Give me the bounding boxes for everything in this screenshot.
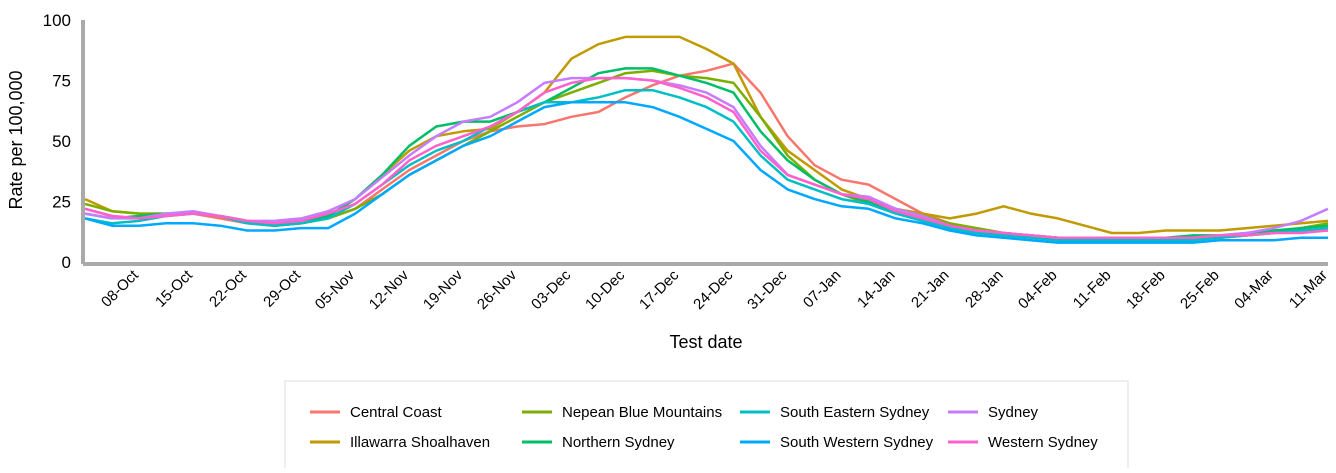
y-tick-label: 50 — [52, 132, 71, 151]
x-tick-label: 05-Nov — [312, 266, 359, 313]
legend-label: Sydney — [988, 404, 1039, 421]
series-line — [84, 69, 1329, 240]
y-axis-title: Rate per 100,000 — [6, 70, 26, 209]
x-tick-label: 21-Jan — [908, 267, 952, 311]
legend-label: South Western Sydney — [780, 434, 934, 451]
x-tick-label: 14-Jan — [854, 267, 898, 311]
x-tick-label: 19-Nov — [420, 266, 467, 313]
legend-label: Western Sydney — [988, 434, 1098, 451]
x-tick-label: 28-Jan — [962, 267, 1006, 311]
legend-box — [284, 380, 1129, 472]
series-line — [84, 101, 1328, 244]
x-tick-label: 17-Dec — [636, 266, 683, 313]
y-tick-label: 100 — [43, 11, 71, 30]
y-tick-label: 0 — [62, 253, 71, 272]
x-tick-label: 11-Mar — [1286, 267, 1331, 312]
x-tick-label: 11-Feb — [1070, 267, 1115, 312]
x-tick-label: 25-Feb — [1177, 267, 1223, 313]
series-line — [84, 62, 1328, 242]
y-tick-label: 75 — [52, 72, 71, 91]
x-tick-label: 18-Feb — [1123, 267, 1169, 313]
x-axis-title: Test date — [669, 332, 742, 352]
series-line — [84, 76, 1329, 240]
legend-label: South Eastern Sydney — [780, 404, 930, 421]
series-line — [84, 88, 1329, 242]
y-tick-label: 25 — [52, 193, 71, 212]
x-tick-label: 12-Nov — [366, 266, 413, 313]
legend-label: Illawarra Shoalhaven — [350, 434, 490, 451]
x-tick-label: 31-Dec — [744, 266, 791, 313]
legend-label: Northern Sydney — [562, 434, 675, 451]
series-line — [84, 76, 1329, 240]
x-tick-label: 07-Jan — [800, 267, 844, 311]
x-tick-label: 24-Dec — [690, 266, 737, 313]
x-tick-label: 04-Feb — [1015, 267, 1061, 313]
x-tick-label: 15-Oct — [152, 266, 196, 310]
x-tick-label: 10-Dec — [582, 266, 629, 313]
x-tick-label: 22-Oct — [206, 266, 250, 310]
x-tick-label: 03-Dec — [528, 266, 575, 313]
x-tick-label: 29-Oct — [260, 266, 304, 310]
series-line — [84, 35, 1329, 235]
legend-label: Nepean Blue Mountains — [562, 404, 722, 421]
x-tick-label: 04-Mar — [1231, 267, 1277, 313]
x-tick-label: 08-Oct — [98, 266, 142, 310]
x-tick-label: 26-Nov — [474, 266, 521, 313]
legend-label: Central Coast — [350, 404, 443, 421]
